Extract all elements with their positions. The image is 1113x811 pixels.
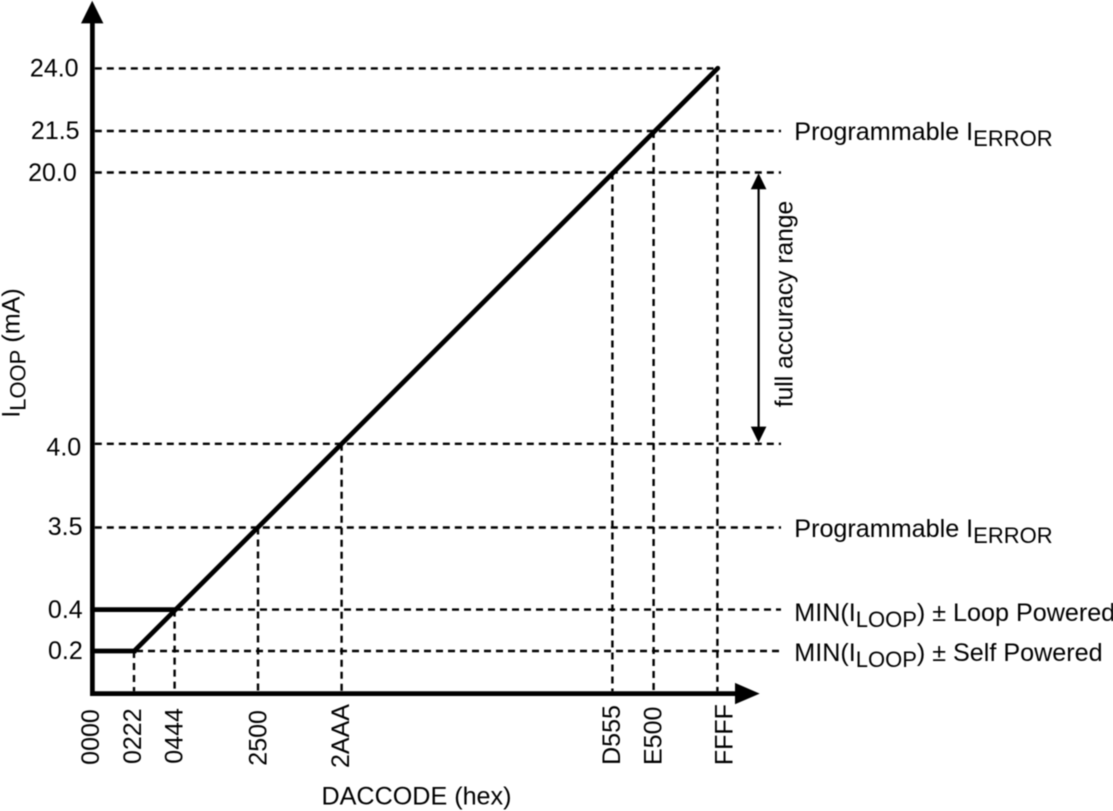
- svg-text:full accuracy range: full accuracy range: [772, 201, 799, 407]
- svg-text:4.0: 4.0: [46, 434, 81, 462]
- svg-text:ILOOP (mA): ILOOP (mA): [0, 288, 31, 418]
- svg-text:D555: D555: [598, 705, 626, 765]
- svg-text:2AAA: 2AAA: [327, 704, 355, 768]
- svg-text:MIN(ILOOP) ± Loop Powered: MIN(ILOOP) ± Loop Powered: [794, 599, 1113, 632]
- svg-text:21.5: 21.5: [31, 117, 80, 145]
- svg-text:0000: 0000: [77, 709, 105, 765]
- svg-text:E500: E500: [640, 707, 668, 765]
- svg-text:2500: 2500: [244, 710, 272, 766]
- svg-text:FFFF: FFFF: [710, 704, 738, 765]
- svg-text:0444: 0444: [160, 708, 188, 764]
- svg-text:3.5: 3.5: [48, 513, 83, 541]
- svg-text:0.4: 0.4: [48, 596, 83, 624]
- svg-text:20.0: 20.0: [28, 159, 77, 187]
- svg-text:0.2: 0.2: [48, 637, 83, 665]
- svg-text:0222: 0222: [119, 708, 147, 764]
- svg-text:MIN(ILOOP) ± Self Powered: MIN(ILOOP) ± Self Powered: [794, 639, 1102, 672]
- svg-text:DACCODE (hex): DACCODE (hex): [322, 782, 512, 810]
- svg-text:24.0: 24.0: [30, 54, 79, 82]
